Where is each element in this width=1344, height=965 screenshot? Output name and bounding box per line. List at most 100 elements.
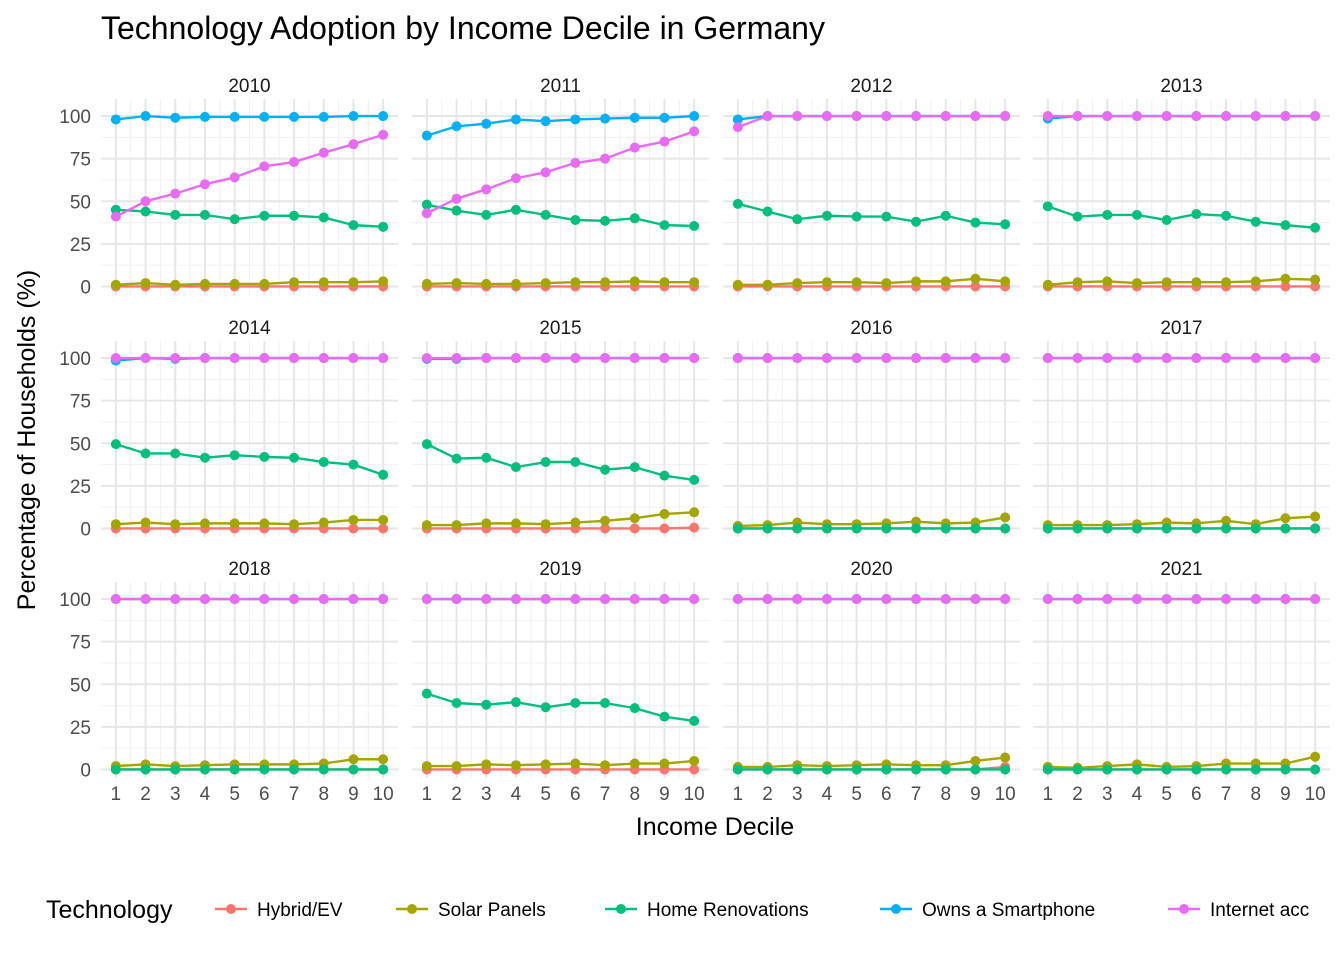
series-home-renovations	[421, 199, 700, 231]
data-point	[1221, 515, 1232, 526]
data-point	[821, 111, 832, 122]
series-home-renovations	[421, 439, 700, 485]
series-internet-acc	[1042, 594, 1321, 605]
data-point	[1072, 764, 1083, 775]
data-point	[1221, 111, 1232, 122]
data-point	[792, 764, 803, 775]
data-point	[451, 353, 462, 364]
data-point	[732, 114, 743, 125]
data-point	[259, 764, 270, 775]
data-point	[629, 112, 640, 123]
data-point	[229, 594, 240, 605]
y-tick-label: 25	[70, 477, 91, 498]
data-point	[762, 764, 773, 775]
data-point	[1131, 523, 1142, 534]
panel-2015: 2015	[412, 318, 709, 537]
series-owns-a-smartphone	[110, 111, 389, 125]
y-tick-label: 75	[70, 392, 91, 413]
data-point	[1102, 523, 1113, 534]
data-point	[229, 518, 240, 529]
data-point	[629, 353, 640, 364]
series-home-renovations	[1042, 523, 1321, 534]
series-line	[737, 516, 1006, 528]
data-point	[689, 111, 700, 122]
data-point	[1102, 276, 1113, 287]
data-point	[851, 353, 862, 364]
data-point	[570, 698, 581, 709]
data-point	[659, 220, 670, 231]
data-point	[348, 754, 359, 765]
data-point	[289, 277, 300, 288]
series-internet-acc	[732, 353, 1011, 364]
data-point	[1102, 764, 1113, 775]
legend-label: Hybrid/EV	[257, 900, 343, 921]
data-point	[1042, 523, 1053, 534]
data-point	[110, 594, 121, 605]
data-point	[689, 126, 700, 137]
x-tick-label: 2	[1072, 784, 1083, 805]
data-point	[348, 514, 359, 525]
data-point	[451, 761, 462, 772]
data-point	[629, 462, 640, 473]
data-point	[1280, 523, 1291, 534]
series-line	[115, 442, 384, 476]
data-point	[170, 279, 181, 290]
data-point	[1072, 111, 1083, 122]
x-tick-label: 3	[792, 784, 803, 805]
data-point	[510, 114, 521, 125]
data-point	[421, 208, 432, 219]
data-point	[199, 179, 210, 190]
data-point	[659, 508, 670, 519]
data-point	[199, 518, 210, 529]
series-home-renovations	[1042, 201, 1321, 233]
series-solar-panels	[1042, 273, 1321, 290]
data-point	[1072, 211, 1083, 222]
x-tick-label: 1	[1043, 784, 1054, 805]
data-point	[689, 277, 700, 288]
x-tick-label: 9	[970, 784, 981, 805]
data-point	[540, 457, 551, 468]
data-point	[1280, 764, 1291, 775]
series-line	[426, 692, 695, 723]
data-point	[1161, 215, 1172, 226]
data-point	[689, 474, 700, 485]
data-point	[629, 523, 640, 534]
y-tick-label: 25	[70, 235, 91, 256]
facet-label: 2012	[850, 76, 892, 97]
data-point	[821, 353, 832, 364]
data-point	[510, 760, 521, 771]
data-point	[259, 278, 270, 289]
data-point	[1000, 512, 1011, 523]
data-point	[481, 278, 492, 289]
data-point	[170, 353, 181, 364]
data-point	[199, 209, 210, 220]
data-point	[510, 518, 521, 529]
data-point	[170, 448, 181, 459]
data-point	[1102, 209, 1113, 220]
data-point	[229, 214, 240, 225]
data-point	[1191, 277, 1202, 288]
data-point	[792, 523, 803, 534]
data-point	[421, 761, 432, 772]
data-point	[318, 212, 329, 223]
legend-key-point	[226, 904, 236, 914]
data-point	[540, 209, 551, 220]
data-point	[600, 523, 611, 534]
data-point	[970, 755, 981, 766]
data-point	[1280, 281, 1291, 292]
y-tick-label: 50	[70, 192, 91, 213]
x-tick-label: 7	[600, 784, 611, 805]
data-point	[1280, 111, 1291, 122]
x-tick-label: 4	[822, 784, 833, 805]
data-point	[629, 594, 640, 605]
data-point	[1072, 594, 1083, 605]
data-point	[970, 273, 981, 284]
data-point	[259, 518, 270, 529]
facet-label: 2018	[228, 559, 270, 580]
data-point	[170, 764, 181, 775]
data-point	[481, 353, 492, 364]
data-point	[1131, 111, 1142, 122]
series-home-renovations	[110, 204, 389, 232]
x-tick-label: 7	[1221, 784, 1232, 805]
data-point	[659, 594, 670, 605]
